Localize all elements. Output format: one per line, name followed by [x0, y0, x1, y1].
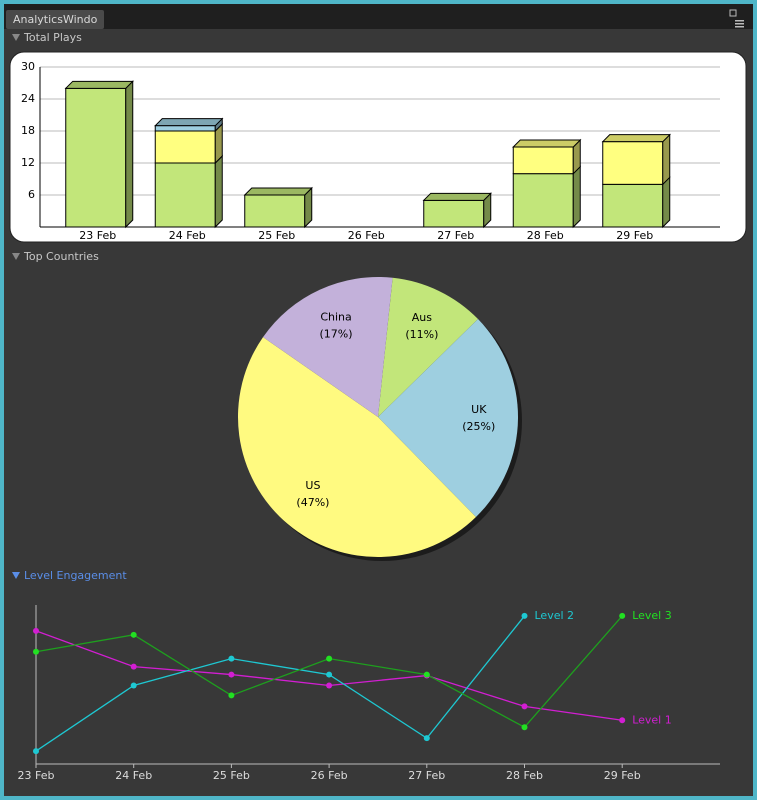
- bar-segment: [602, 141, 664, 185]
- bar-side: [125, 80, 134, 229]
- line-point: [521, 724, 528, 731]
- slice-label: US: [305, 479, 320, 492]
- line-point: [130, 663, 137, 670]
- x-tick-label: 24 Feb: [169, 229, 206, 242]
- line-point: [423, 671, 430, 678]
- x-tick-label: 26 Feb: [348, 229, 385, 242]
- section-title[interactable]: Total Plays: [23, 31, 82, 44]
- line-point: [326, 655, 333, 662]
- section-title[interactable]: Level Engagement: [24, 569, 127, 582]
- bar-side: [662, 133, 671, 186]
- y-tick-label: 12: [21, 156, 35, 169]
- bar-top: [601, 134, 671, 143]
- bar-top: [243, 187, 313, 196]
- bar-segment: [154, 162, 216, 228]
- y-tick-label: 6: [28, 188, 35, 201]
- bar-segment: [512, 146, 574, 175]
- bar-side: [572, 165, 581, 229]
- line-point: [326, 671, 333, 678]
- line-point: [521, 612, 528, 619]
- line-point: [130, 682, 137, 689]
- tab-bar: [0, 0, 757, 29]
- slice-value-label: (17%): [320, 327, 353, 340]
- bar-segment: [154, 125, 216, 132]
- bar-segment: [512, 173, 574, 228]
- line-point: [423, 735, 430, 742]
- line-point: [619, 612, 626, 619]
- line-point: [521, 703, 528, 710]
- bar-segment: [423, 199, 485, 228]
- line-point: [130, 631, 137, 638]
- series-label: Level 1: [632, 713, 672, 726]
- y-tick-label: 24: [21, 92, 35, 105]
- slice-value-label: (11%): [405, 328, 438, 341]
- section-title[interactable]: Top Countries: [23, 250, 99, 263]
- bar-segment: [65, 87, 127, 228]
- y-tick-label: 18: [21, 124, 35, 137]
- x-tick-label: 29 Feb: [616, 229, 653, 242]
- bar-side: [214, 154, 223, 229]
- bar-segment: [154, 130, 216, 164]
- slice-label: China: [320, 310, 351, 323]
- maximize-icon[interactable]: [729, 9, 737, 17]
- series-label: Level 2: [535, 609, 575, 622]
- bar-top: [512, 139, 582, 148]
- line-point: [228, 655, 235, 662]
- slice-label: Aus: [412, 311, 432, 324]
- x-tick-label: 28 Feb: [527, 229, 564, 242]
- foldout-arrow[interactable]: [12, 572, 20, 579]
- x-tick-label: 29 Feb: [604, 769, 641, 782]
- x-tick-label: 26 Feb: [311, 769, 348, 782]
- slice-value-label: (47%): [296, 496, 329, 509]
- bar-top: [154, 118, 224, 127]
- line-point: [33, 748, 39, 755]
- bar-top: [422, 192, 492, 201]
- bar-side: [662, 176, 671, 229]
- line-point: [33, 648, 39, 655]
- x-tick-label: 25 Feb: [213, 769, 250, 782]
- line-point: [326, 682, 333, 689]
- x-tick-label: 25 Feb: [258, 229, 295, 242]
- line-point: [228, 692, 235, 699]
- foldout-arrow[interactable]: [12, 253, 20, 260]
- line-point: [33, 627, 39, 634]
- slice-value-label: (25%): [462, 420, 495, 433]
- line-series: [35, 615, 526, 752]
- x-tick-label: 27 Feb: [437, 229, 474, 242]
- x-tick-label: 23 Feb: [79, 229, 116, 242]
- series-label: Level 3: [632, 609, 672, 622]
- tab[interactable]: [6, 10, 104, 29]
- x-tick-label: 23 Feb: [18, 769, 55, 782]
- slice-label: UK: [471, 403, 487, 416]
- y-tick-label: 30: [21, 60, 35, 73]
- bar-top: [64, 80, 134, 89]
- bar-segment: [602, 183, 664, 228]
- pie-slice: [378, 319, 519, 518]
- x-tick-label: 28 Feb: [506, 769, 543, 782]
- menu-icon[interactable]: [735, 20, 744, 28]
- bar-segment: [244, 194, 306, 228]
- pie-slice: [263, 277, 393, 417]
- line-point: [619, 717, 626, 724]
- pie-slice: [237, 337, 476, 558]
- x-tick-label: 24 Feb: [115, 769, 152, 782]
- pie-slice: [378, 277, 479, 417]
- tab-title: AnalyticsWindo: [13, 13, 98, 26]
- line-point: [228, 671, 235, 678]
- x-tick-label: 27 Feb: [408, 769, 445, 782]
- foldout-arrow[interactable]: [12, 34, 20, 41]
